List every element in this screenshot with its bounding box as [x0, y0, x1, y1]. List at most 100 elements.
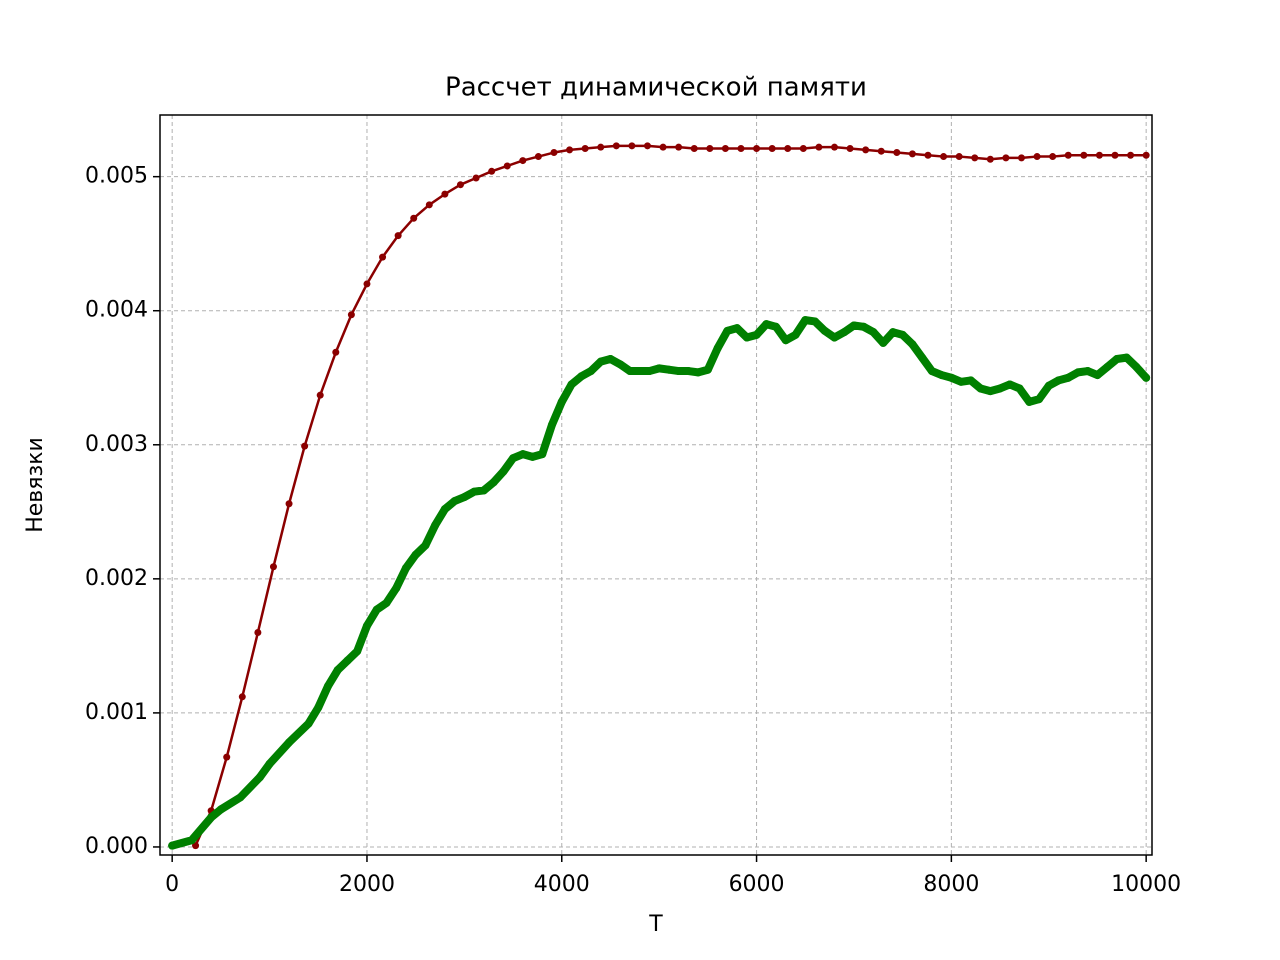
plot-frame — [159, 114, 1153, 856]
data-point — [635, 367, 644, 376]
data-point — [363, 280, 371, 288]
data-point — [1035, 395, 1044, 404]
y-tick-label: 0.005 — [85, 164, 148, 189]
data-point — [694, 368, 703, 377]
data-point — [1083, 367, 1092, 376]
data-point — [168, 841, 177, 850]
data-point — [859, 322, 868, 331]
data-point — [596, 357, 605, 366]
data-point — [479, 486, 488, 495]
data-point — [316, 391, 324, 399]
data-point — [753, 145, 761, 153]
data-point — [411, 550, 420, 559]
data-point — [324, 682, 333, 691]
data-point — [269, 563, 277, 571]
x-tick-label: 6000 — [729, 872, 785, 897]
data-point — [472, 174, 480, 182]
x-tick-label: 2000 — [339, 872, 395, 897]
data-point — [1002, 154, 1010, 162]
data-point — [518, 450, 527, 459]
data-point — [799, 145, 807, 153]
data-point — [1073, 368, 1082, 377]
y-axis-label: Невязки — [23, 437, 48, 533]
data-point — [820, 326, 829, 335]
x-tick-label: 0 — [165, 872, 179, 897]
data-point — [528, 452, 537, 461]
data-point — [966, 376, 975, 385]
data-point — [265, 759, 274, 768]
data-point — [768, 145, 776, 153]
data-point — [1005, 380, 1014, 389]
x-axis-label: T — [648, 912, 663, 937]
data-point — [538, 450, 547, 459]
y-tick-label: 0.000 — [85, 834, 148, 859]
data-point — [772, 322, 781, 331]
data-point — [238, 693, 246, 701]
data-point — [606, 354, 615, 363]
data-point — [192, 842, 200, 850]
data-point — [742, 333, 751, 342]
data-point — [509, 454, 518, 463]
data-point — [372, 605, 381, 614]
data-point — [675, 143, 683, 151]
data-point — [801, 316, 810, 325]
data-point — [285, 500, 293, 508]
data-point — [577, 372, 586, 381]
data-point — [690, 145, 698, 153]
data-point — [425, 201, 433, 209]
data-point — [713, 344, 722, 353]
data-point — [343, 656, 352, 665]
data-point — [1025, 397, 1034, 406]
data-point — [362, 621, 371, 630]
data-point — [986, 155, 994, 163]
data-point — [643, 142, 651, 150]
data-point — [811, 317, 820, 326]
data-point — [489, 478, 498, 487]
data-point — [1127, 151, 1135, 159]
data-point — [721, 145, 729, 153]
data-point — [684, 367, 693, 376]
data-point — [1142, 151, 1150, 159]
data-point — [830, 143, 838, 151]
grid — [160, 115, 1152, 855]
y-tick-label: 0.001 — [85, 700, 148, 725]
data-point — [674, 367, 683, 376]
data-point — [1103, 363, 1112, 372]
data-point — [659, 143, 667, 151]
data-point — [410, 214, 418, 222]
data-point — [187, 836, 196, 845]
y-tick-label: 0.004 — [85, 298, 148, 323]
data-point — [567, 380, 576, 389]
data-point — [557, 397, 566, 406]
data-point — [996, 384, 1005, 393]
data-point — [1017, 154, 1025, 162]
data-point — [830, 333, 839, 342]
data-point — [382, 598, 391, 607]
y-tick-label: 0.002 — [85, 566, 148, 591]
data-point — [379, 253, 387, 261]
data-point — [737, 145, 745, 153]
data-point — [441, 190, 449, 198]
data-point — [440, 505, 449, 514]
data-point — [456, 181, 464, 189]
data-point — [566, 146, 574, 154]
data-point — [752, 330, 761, 339]
data-point — [488, 167, 496, 175]
data-point — [612, 142, 620, 150]
data-point — [645, 367, 654, 376]
data-point — [924, 151, 932, 159]
data-point — [664, 365, 673, 374]
data-point — [986, 387, 995, 396]
data-point — [706, 145, 714, 153]
data-point — [347, 311, 355, 319]
data-point — [314, 703, 323, 712]
data-point — [937, 371, 946, 380]
data-point — [353, 647, 362, 656]
data-point — [877, 147, 885, 155]
data-point — [908, 150, 916, 158]
data-point — [888, 328, 897, 337]
data-point — [581, 145, 589, 153]
data-point — [460, 493, 469, 502]
data-point — [401, 564, 410, 573]
data-point — [1049, 153, 1057, 161]
